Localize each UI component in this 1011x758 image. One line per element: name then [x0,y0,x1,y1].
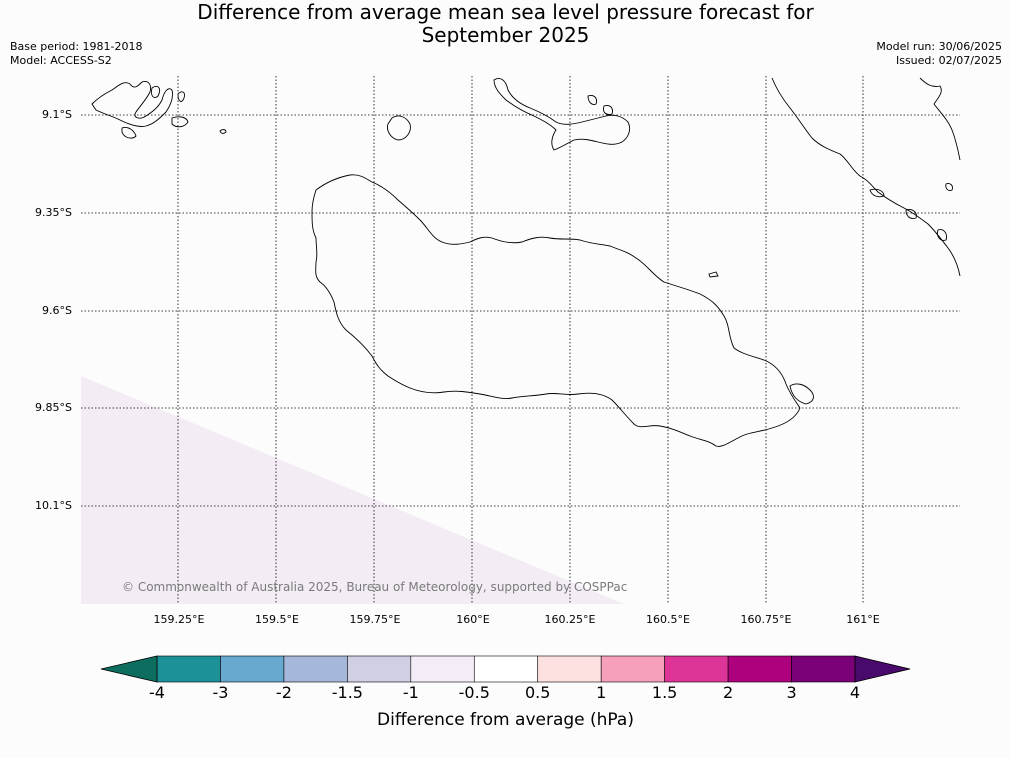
model-text: Model: ACCESS-S2 [10,54,112,67]
colorbar-swatch [473,655,539,683]
islet-coastline-2 [219,129,227,134]
colorbar-tick-label: -3 [212,683,229,702]
lon-label-5: 160.25°E [544,613,596,626]
north-islet-1 [587,95,597,105]
colorbar-swatch [283,655,348,683]
colorbar-swatch [600,655,665,683]
lon-label-4: 160°E [456,613,490,626]
northwest-islet-4 [151,85,161,99]
model-run-text: Model run: 30/06/2025 [876,40,1002,53]
lon-label-7: 160.75°E [740,613,792,626]
coastlines [91,77,961,447]
north-islet-2 [603,105,613,115]
graticule [81,76,960,604]
map-title-line2: September 2025 [421,23,590,47]
north-islands-coastline [493,78,631,151]
colorbar-over-triangle [854,655,911,683]
colorbar-swatch [347,655,412,683]
colorbar-tick-label: 4 [849,683,861,702]
colorbar-tick-label: 1 [596,683,607,702]
northeast-islet-2 [905,209,917,219]
colorbar-under-triangle [100,655,158,683]
northeast-coastline [771,77,961,277]
lon-label-6: 160.5°E [646,613,690,626]
colorbar-swatch [537,655,602,683]
map-title-line1: Difference from average mean sea level p… [197,0,814,24]
issued-text: Issued: 02/07/2025 [895,54,1002,67]
islet-coastline-3 [789,383,814,405]
colorbar-swatch [664,655,729,683]
northeast-islet-4 [945,183,953,191]
small-island-coastline [387,115,411,141]
base-period-text: Base period: 1981-2018 [10,40,143,53]
lat-label-3: 9.6°S [42,304,72,317]
colorbar-tick-label: 3 [786,683,797,702]
lon-label-1: 159.25°E [153,613,205,626]
lat-label-4: 9.85°S [35,401,72,414]
colorbar-tick-label: -1.5 [331,683,363,702]
colorbar-tick-label: 2 [722,683,734,702]
northwest-islet-3 [177,91,185,102]
main-island-coastline [311,174,801,447]
colorbar-swatch [791,655,856,683]
colorbar-tick-label: -2 [275,683,292,702]
colorbar-tick-label: 0.5 [524,683,551,702]
lon-label-3: 159.75°E [349,613,401,626]
colorbar [100,655,911,683]
northwest-islands-coastline [91,81,173,127]
colorbar-swatch [220,655,285,683]
lat-label-1: 9.1°S [42,108,72,121]
copyright-notice: © Commonwealth of Australia 2025, Bureau… [122,580,628,594]
colorbar-tick-label: 1.5 [651,683,678,702]
colorbar-tick-label: -4 [149,683,165,702]
lat-label-2: 9.35°S [35,206,72,219]
islet-coastline [708,271,719,278]
northwest-islet-1 [121,127,137,139]
lon-label-2: 159.5°E [255,613,299,626]
northeast-islet-1 [869,188,885,198]
lat-label-5: 10.1°S [35,499,72,512]
northeast-coastline-2 [919,77,961,161]
colorbar-swatch [156,655,221,683]
pressure-anomaly-shading [81,376,624,604]
colorbar-tick-label: -0.5 [458,683,490,702]
colorbar-label: Difference from average (hPa) [377,710,634,730]
colorbar-swatch [410,655,475,683]
northwest-islet-2 [171,116,189,128]
colorbar-swatches [156,655,856,683]
map-panel [81,76,961,604]
lon-label-8: 161°E [846,613,880,626]
colorbar-swatch [727,655,792,683]
colorbar-tick-label: -1 [402,683,419,702]
northeast-islet-3 [937,229,947,241]
